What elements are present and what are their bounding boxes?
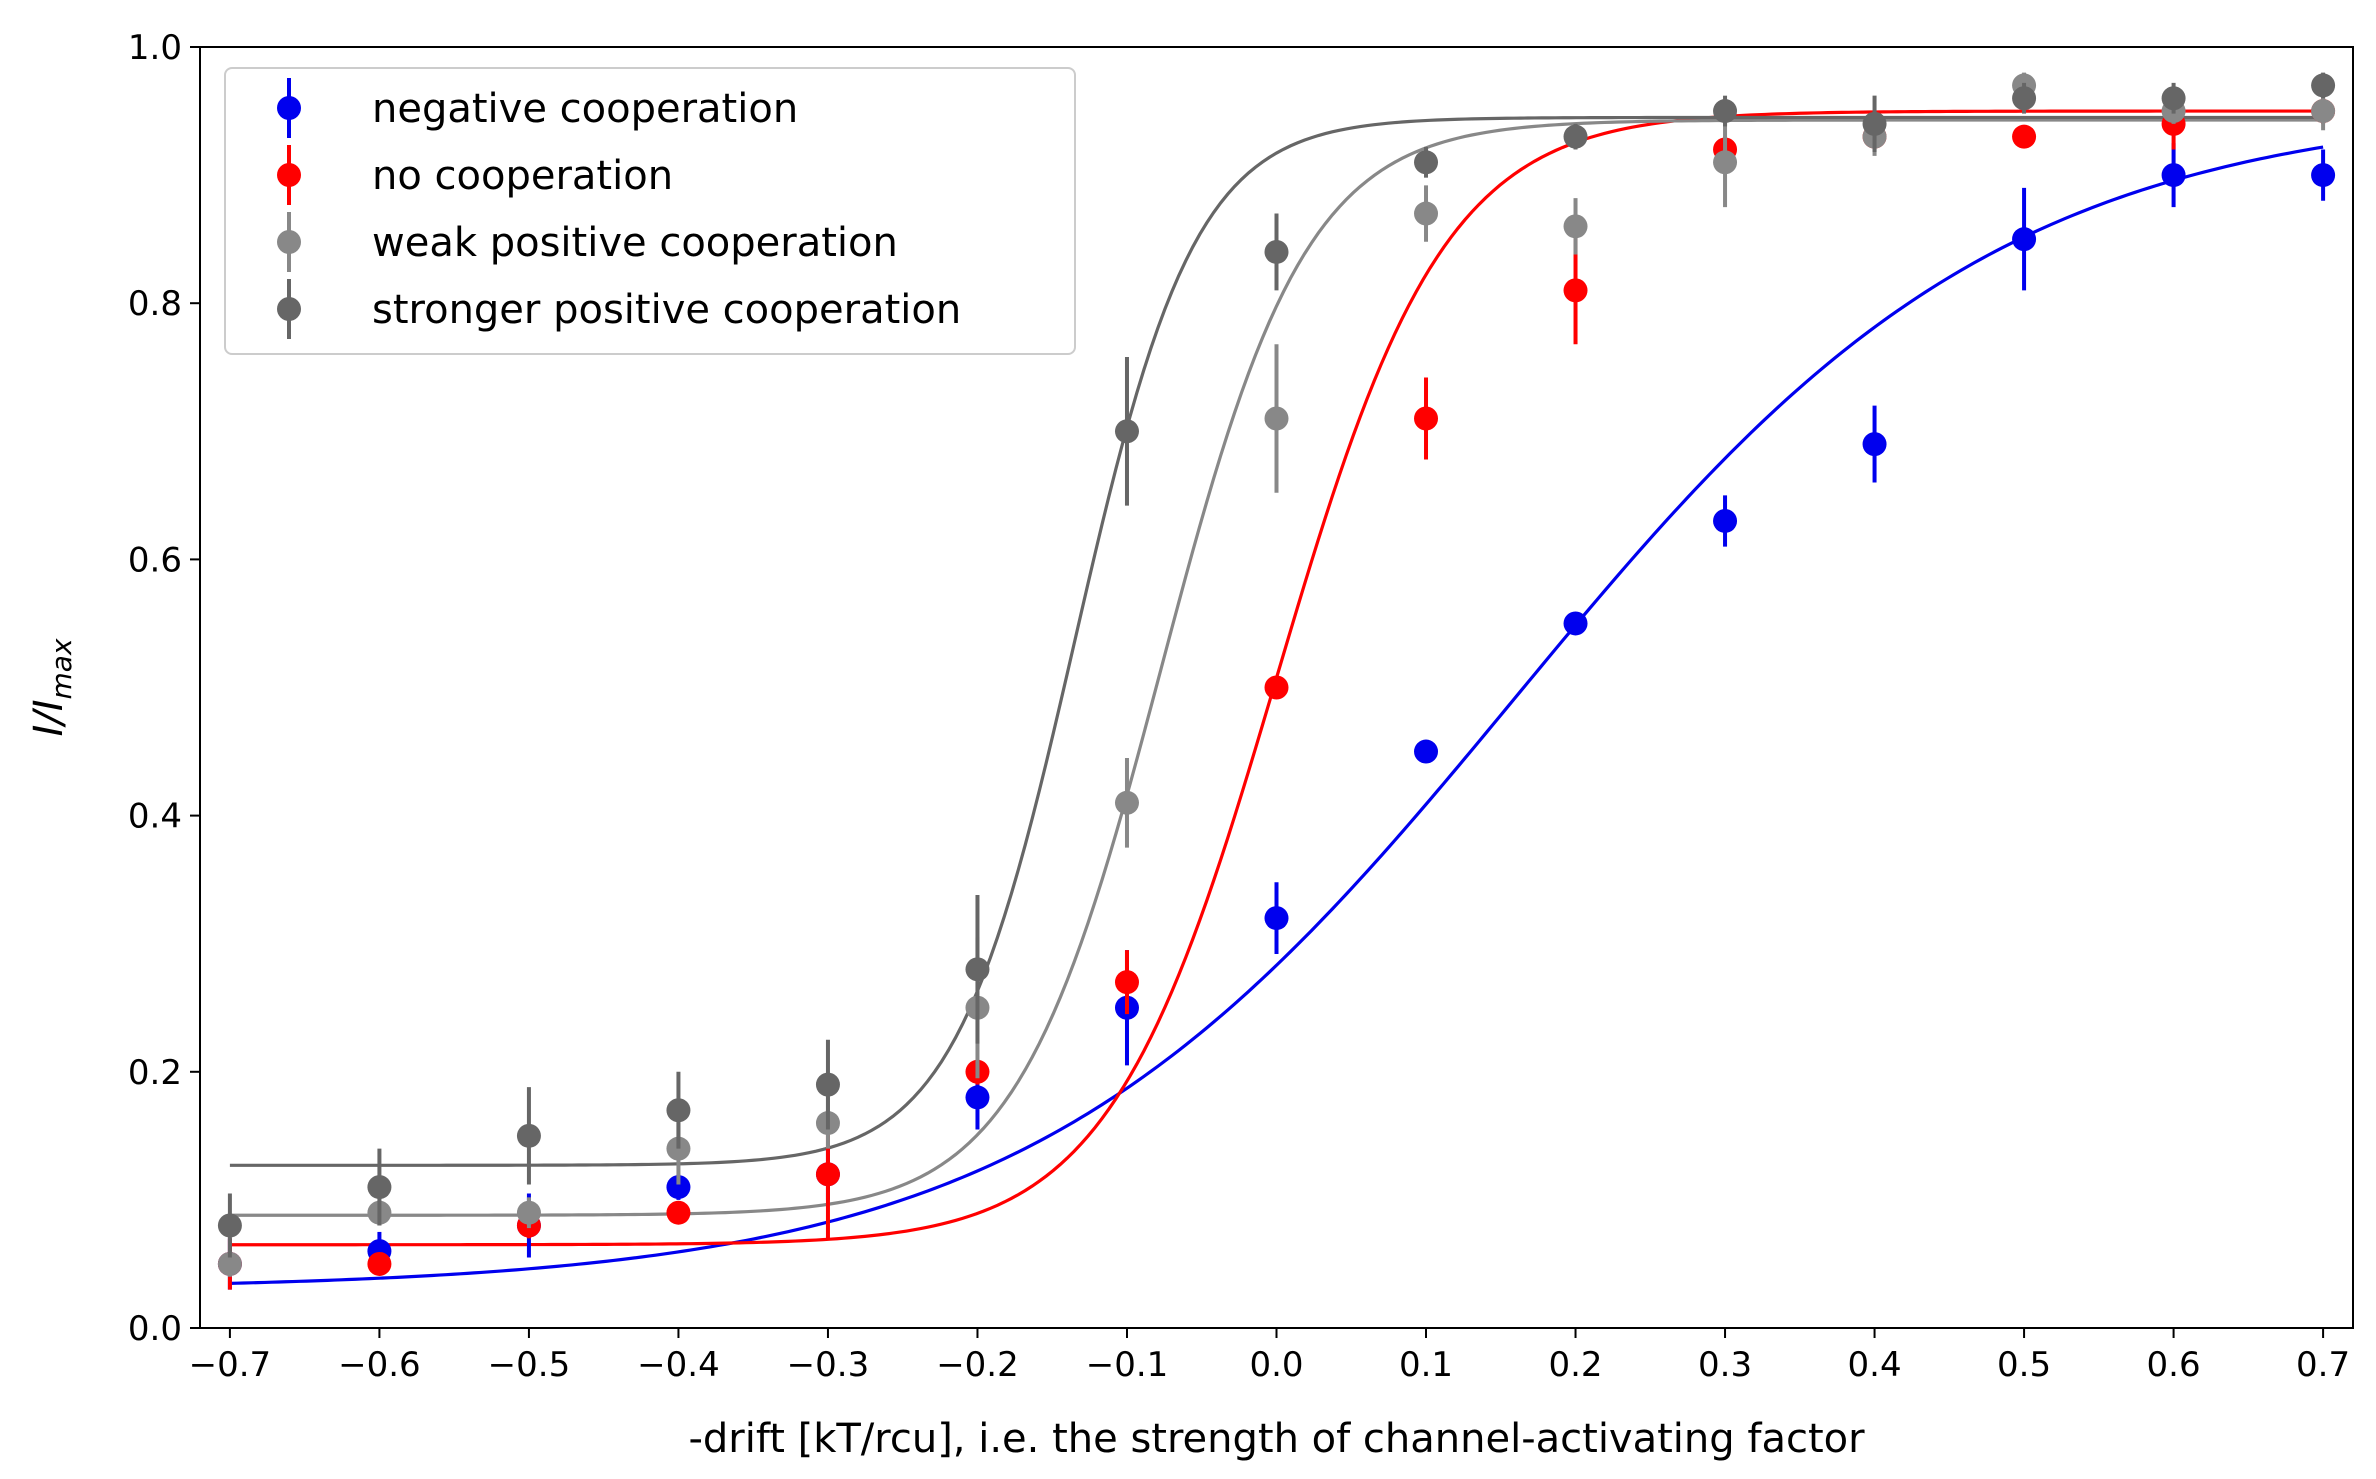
x-tick-label: 0.3 xyxy=(1698,1345,1752,1385)
data-point xyxy=(1563,124,1588,149)
x-tick-label: 0.4 xyxy=(1848,1345,1902,1385)
data-point xyxy=(1713,99,1738,124)
data-point xyxy=(1414,406,1439,431)
data-points xyxy=(217,72,2336,1290)
x-tick-label: 0.7 xyxy=(2296,1345,2350,1385)
x-tick-label: 0.1 xyxy=(1399,1345,1453,1385)
y-tick-label: 0.2 xyxy=(128,1053,182,1093)
y-tick-label: 1.0 xyxy=(128,28,182,68)
x-tick-label: 0.2 xyxy=(1548,1345,1602,1385)
legend-entry: no cooperation xyxy=(277,145,673,205)
legend-marker xyxy=(277,297,301,321)
x-axis-label: -drift [kT/rcu], i.e. the strength of ch… xyxy=(688,1416,1865,1462)
data-point xyxy=(367,1251,392,1276)
y-axis-label-subscript: max xyxy=(45,638,78,699)
y-tick-label: 0.8 xyxy=(128,284,182,324)
data-point xyxy=(2012,86,2037,111)
legend-marker xyxy=(277,96,301,120)
legend-label: negative cooperation xyxy=(372,86,798,132)
legend-label: weak positive cooperation xyxy=(372,220,898,266)
legend-entry: weak positive cooperation xyxy=(277,212,898,272)
data-point xyxy=(516,1200,541,1225)
data-point xyxy=(1414,739,1439,764)
y-axis-label-main: I/I xyxy=(26,699,72,736)
x-tick-label: −0.6 xyxy=(338,1345,421,1385)
data-point xyxy=(1862,432,1887,457)
fit-curve-3 xyxy=(229,115,2324,1167)
data-point xyxy=(1414,150,1439,175)
data-point xyxy=(2161,163,2186,188)
data-point xyxy=(1264,406,1289,431)
data-point xyxy=(1713,150,1738,175)
legend-box xyxy=(224,67,1076,355)
data-point xyxy=(1264,239,1289,264)
data-point xyxy=(367,1175,392,1200)
data-point xyxy=(2311,99,2336,124)
x-tick-label: 0.6 xyxy=(2147,1345,2201,1385)
series-3 xyxy=(217,72,2336,1258)
fit-curves xyxy=(229,109,2324,1285)
x-tick-label: 0.0 xyxy=(1249,1345,1303,1385)
data-point xyxy=(815,1162,840,1187)
legend-label: no cooperation xyxy=(372,153,673,199)
data-point xyxy=(815,1072,840,1097)
x-tick-label: −0.7 xyxy=(189,1345,272,1385)
data-point xyxy=(1563,214,1588,239)
data-point xyxy=(1414,201,1439,226)
data-point xyxy=(2012,227,2037,252)
data-point xyxy=(2311,73,2336,98)
y-axis-ticks: 0.0 0.2 0.4 0.6 0.8 1.0 xyxy=(128,28,200,1349)
legend-marker xyxy=(277,230,301,254)
data-point xyxy=(666,1200,691,1225)
data-point xyxy=(217,1213,242,1238)
x-tick-label: −0.2 xyxy=(936,1345,1019,1385)
legend-marker xyxy=(277,163,301,187)
x-axis-ticks: −0.7 −0.6 −0.5 −0.4 −0.3 −0.2 −0.1 0.0 0.1 0.2 0.3… xyxy=(189,1328,2350,1385)
legend: negative cooperation no cooperation weak p… xyxy=(224,67,1076,355)
legend-label: stronger positive cooperation xyxy=(372,287,961,333)
data-point xyxy=(666,1175,691,1200)
x-tick-label: −0.3 xyxy=(787,1345,870,1385)
y-axis-label: I/Imax xyxy=(26,638,78,737)
data-point xyxy=(1114,790,1139,815)
x-tick-label: −0.4 xyxy=(637,1345,720,1385)
y-tick-label: 0.6 xyxy=(128,540,182,580)
data-point xyxy=(1563,611,1588,636)
data-point xyxy=(2012,124,2037,149)
data-point xyxy=(2311,163,2336,188)
data-point xyxy=(965,957,990,982)
data-point xyxy=(2161,86,2186,111)
data-point xyxy=(666,1098,691,1123)
fit-curve-2 xyxy=(229,118,2324,1217)
data-point xyxy=(1862,111,1887,136)
x-tick-label: −0.5 xyxy=(488,1345,571,1385)
x-tick-label: 0.5 xyxy=(1997,1345,2051,1385)
data-point xyxy=(1713,508,1738,533)
data-point xyxy=(1264,906,1289,931)
data-point xyxy=(1563,278,1588,303)
data-point xyxy=(217,1251,242,1276)
fit-curve-0 xyxy=(229,145,2324,1285)
legend-entry: stronger positive cooperation xyxy=(277,279,961,339)
data-point xyxy=(965,1085,990,1110)
legend-entry: negative cooperation xyxy=(277,78,798,138)
y-tick-label: 0.0 xyxy=(128,1309,182,1349)
data-point xyxy=(1114,970,1139,995)
data-point xyxy=(1114,419,1139,444)
data-point xyxy=(1264,675,1289,700)
y-tick-label: 0.4 xyxy=(128,797,182,837)
x-tick-label: −0.1 xyxy=(1086,1345,1169,1385)
data-point xyxy=(516,1123,541,1148)
